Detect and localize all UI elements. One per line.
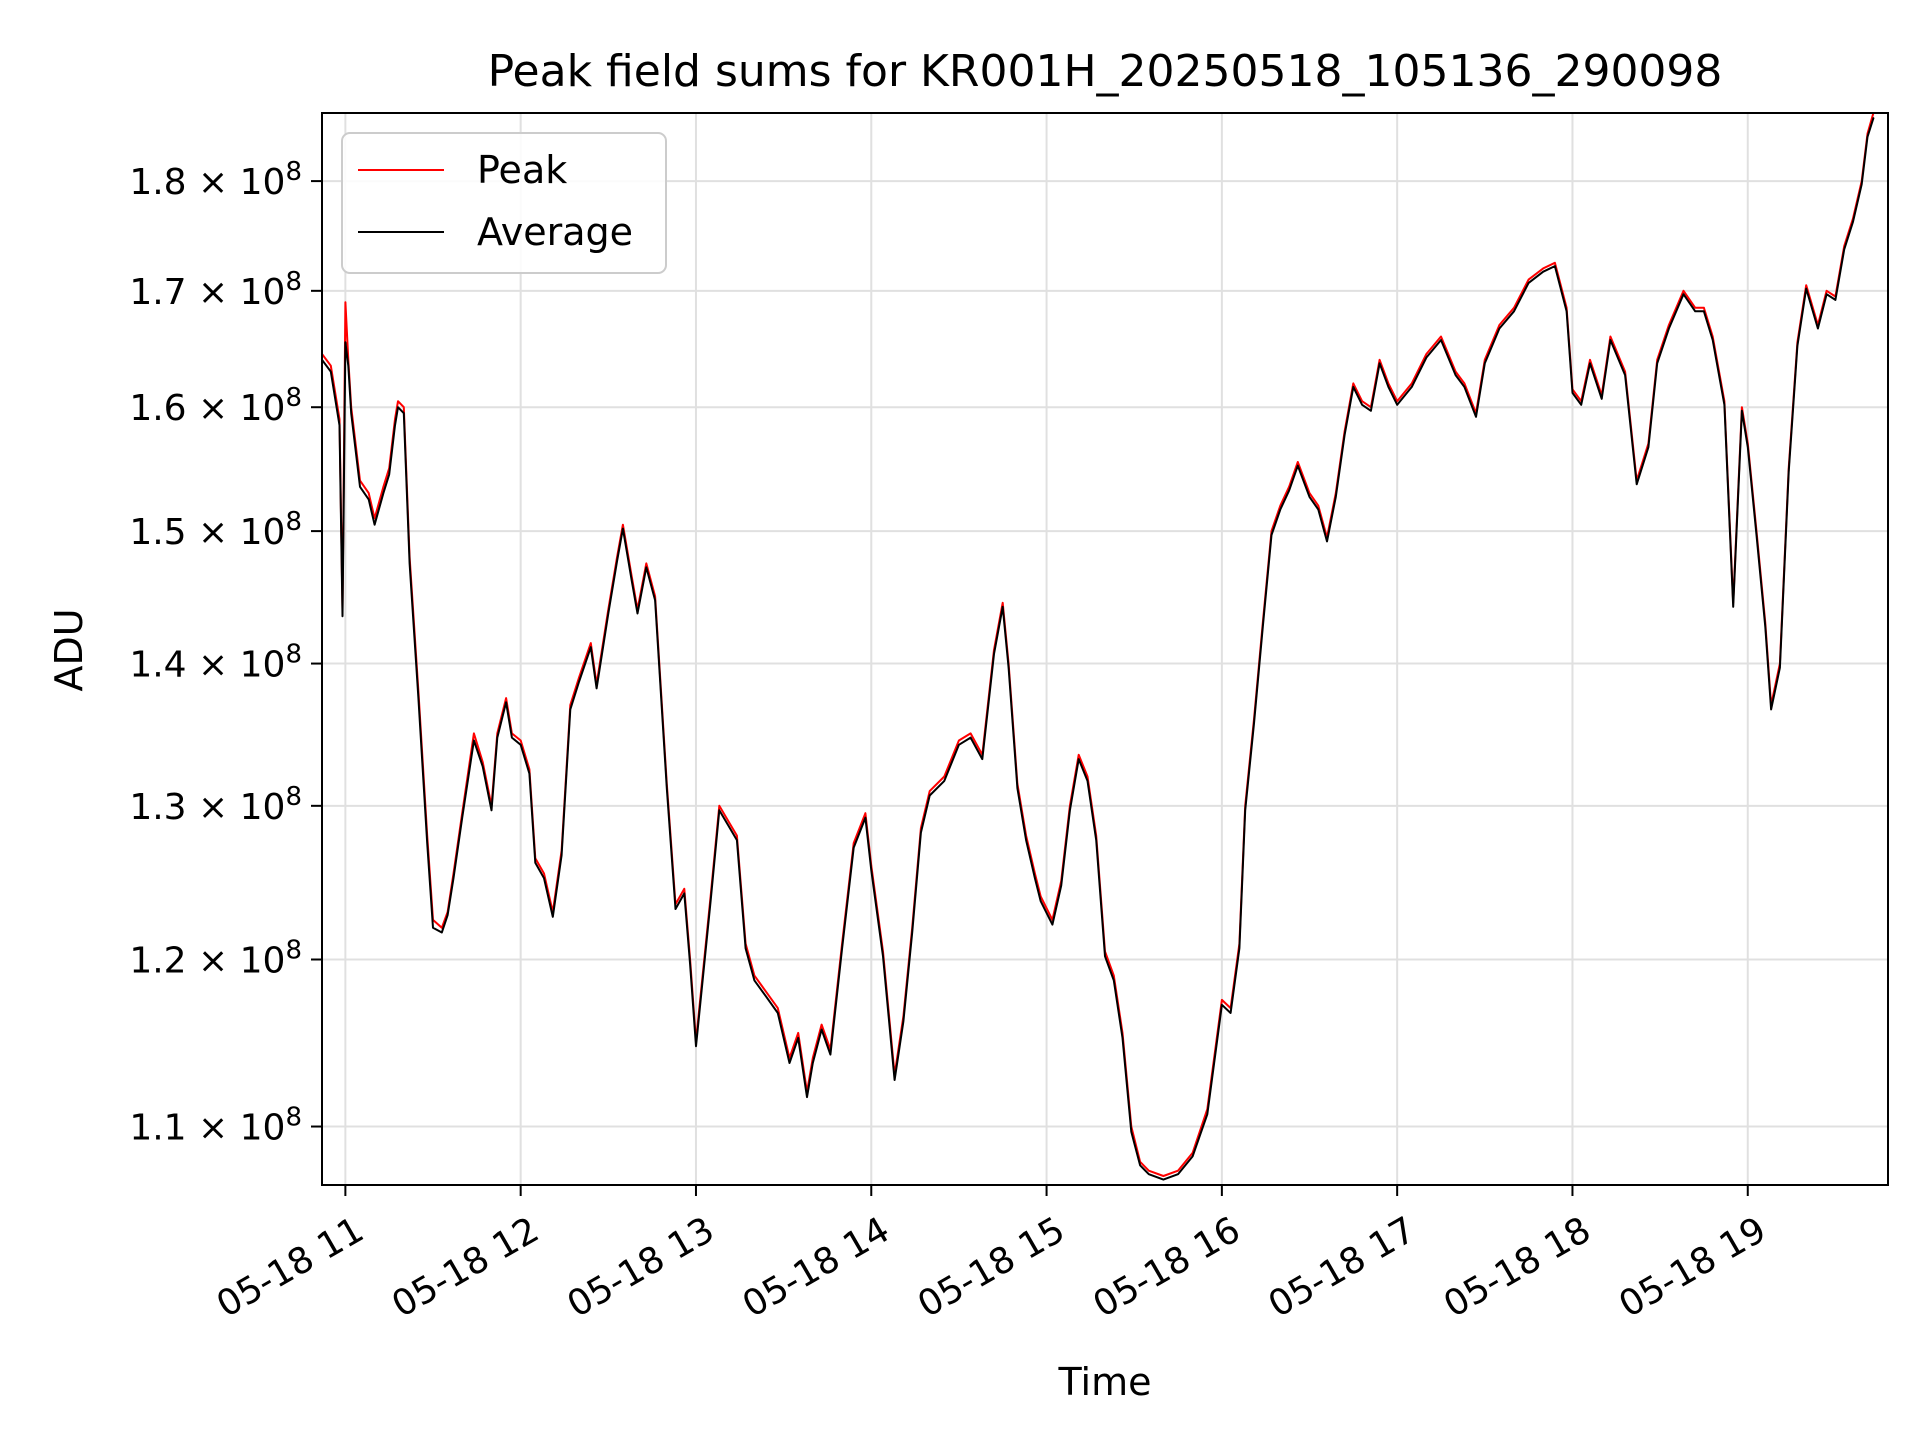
- y-tick-exponent: 8: [285, 935, 302, 965]
- y-tick-label: 1.7 × 108: [129, 267, 302, 313]
- y-tick-exponent: 8: [285, 782, 302, 812]
- y-tick-exponent: 8: [285, 383, 302, 413]
- legend-box: [341, 132, 667, 274]
- legend-label-peak: Peak: [477, 148, 567, 192]
- y-tick-label: 1.5 × 108: [129, 507, 302, 553]
- y-tick-times: ×: [187, 512, 240, 553]
- series-lines: [321, 112, 1875, 1181]
- y-tick-mantissa: 1.6: [129, 388, 186, 429]
- y-tick-exponent: 8: [285, 1103, 302, 1133]
- y-tick-mantissa: 1.1: [129, 1108, 186, 1149]
- y-tick-label: 1.6 × 108: [129, 383, 302, 429]
- y-tick-mantissa: 1.2: [129, 940, 186, 981]
- y-tick-label: 1.4 × 108: [129, 640, 302, 686]
- y-tick-times: ×: [187, 388, 240, 429]
- y-tick-label: 1.3 × 108: [129, 782, 302, 828]
- series-line-average: [321, 117, 1875, 1181]
- y-tick-base: 10: [240, 1108, 286, 1149]
- y-tick-base: 10: [240, 940, 286, 981]
- y-tick-base: 10: [240, 787, 286, 828]
- y-axis-label: ADU: [47, 608, 91, 691]
- y-tick-exponent: 8: [285, 157, 302, 187]
- y-tick-exponent: 8: [285, 267, 302, 297]
- x-axis-label: Time: [1058, 1360, 1152, 1404]
- y-tick-times: ×: [187, 787, 240, 828]
- y-tick-base: 10: [240, 388, 286, 429]
- y-tick-times: ×: [187, 1108, 240, 1149]
- y-tick-label: 1.1 × 108: [129, 1103, 302, 1149]
- y-tick-mantissa: 1.5: [129, 512, 186, 553]
- y-tick-times: ×: [187, 272, 240, 313]
- y-tick-mantissa: 1.4: [129, 645, 186, 686]
- grid: [322, 113, 1888, 1185]
- legend-label-average: Average: [477, 210, 633, 254]
- y-tick-times: ×: [187, 162, 240, 203]
- y-tick-label: 1.2 × 108: [129, 935, 302, 981]
- y-tick-mantissa: 1.7: [129, 272, 186, 313]
- y-tick-mantissa: 1.8: [129, 162, 186, 203]
- y-tick-base: 10: [240, 645, 286, 686]
- y-tick-base: 10: [240, 512, 286, 553]
- legend: Peak Average: [341, 132, 667, 274]
- y-tick-mantissa: 1.3: [129, 787, 186, 828]
- y-tick-base: 10: [240, 272, 286, 313]
- chart-title: Peak field sums for KR001H_20250518_1051…: [488, 46, 1723, 97]
- plot-frame: [321, 112, 1889, 1186]
- y-tick-base: 10: [240, 162, 286, 203]
- y-tick-times: ×: [187, 940, 240, 981]
- y-tick-label: 1.8 × 108: [129, 157, 302, 203]
- y-tick-exponent: 8: [285, 640, 302, 670]
- y-tick-times: ×: [187, 645, 240, 686]
- y-tick-exponent: 8: [285, 507, 302, 537]
